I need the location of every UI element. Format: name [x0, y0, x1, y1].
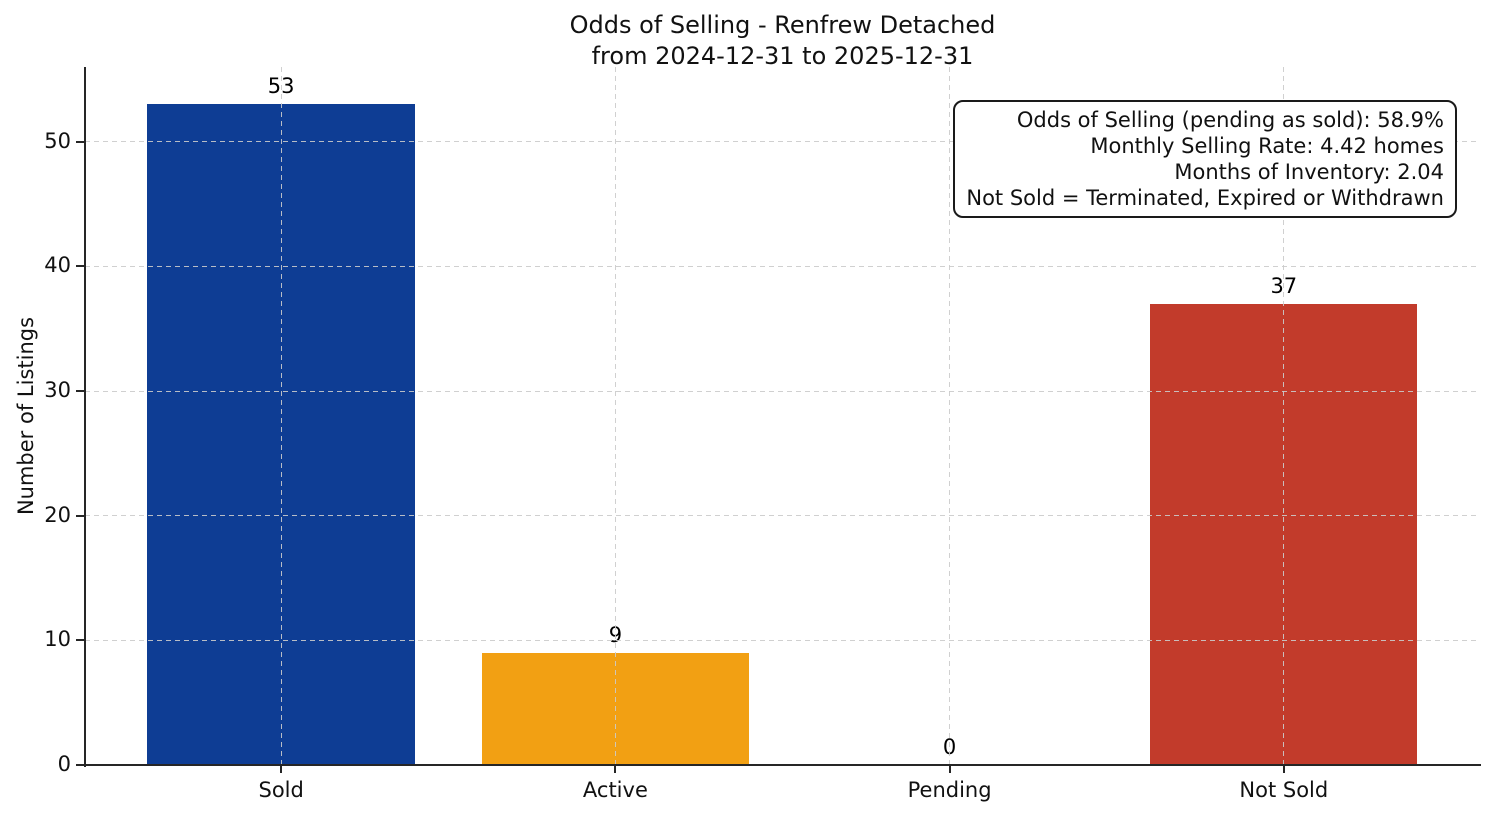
chart-title-line-2: from 2024-12-31 to 2025-12-31: [591, 42, 974, 70]
x-tick-label: Sold: [258, 778, 304, 802]
y-tick-label: 40: [44, 253, 71, 278]
chart-title-line-1: Odds of Selling - Renfrew Detached: [569, 11, 996, 39]
y-tick-label: 20: [44, 502, 71, 527]
y-tick-mark: [76, 140, 84, 143]
y-axis-label-text: Number of Listings: [14, 316, 38, 516]
y-gridline: [85, 141, 1480, 143]
x-gridline: [280, 67, 282, 765]
y-tick-mark: [76, 390, 84, 393]
y-gridline: [85, 515, 1480, 517]
y-tick-mark: [76, 265, 84, 268]
annotation-odds-of-selling: Odds of Selling (pending as sold): 58.9%: [1016, 108, 1444, 132]
x-tick-mark: [1282, 766, 1285, 773]
x-tick-label: Pending: [907, 778, 992, 802]
x-tick-label: Active: [582, 778, 648, 802]
x-tick-mark: [948, 766, 951, 773]
y-tick-label: 10: [44, 627, 71, 652]
y-tick-mark: [76, 764, 84, 766]
y-axis-spine: [84, 67, 86, 767]
plot-area: Odds of Selling (pending as sold): 58.9%…: [44, 67, 1481, 802]
y-gridline: [85, 390, 1480, 392]
y-tick-label: 0: [57, 752, 71, 776]
annotation-not-sold-definition: Not Sold = Terminated, Expired or Withdr…: [966, 186, 1444, 210]
chart-title: Odds of Selling - Renfrew Detached from …: [85, 10, 1480, 72]
x-gridline: [949, 67, 951, 765]
annotation-monthly-selling-rate: Monthly Selling Rate: 4.42 homes: [1090, 134, 1444, 158]
x-gridline: [614, 67, 616, 765]
x-axis-spine: [84, 764, 1481, 766]
y-tick-label: 30: [44, 378, 71, 403]
y-gridline: [85, 639, 1480, 641]
y-gridline: [85, 265, 1480, 267]
y-tick-label: 50: [44, 128, 71, 153]
stats-annotation-box: Odds of Selling (pending as sold): 58.9%…: [953, 100, 1457, 218]
x-tick-mark: [614, 766, 617, 773]
y-tick-mark: [76, 639, 84, 642]
y-tick-mark: [76, 514, 84, 517]
annotation-months-of-inventory: Months of Inventory: 2.04: [1174, 160, 1444, 184]
x-tick-mark: [280, 766, 283, 773]
x-gridline: [1283, 67, 1285, 765]
x-tick-label: Not Sold: [1239, 778, 1329, 802]
